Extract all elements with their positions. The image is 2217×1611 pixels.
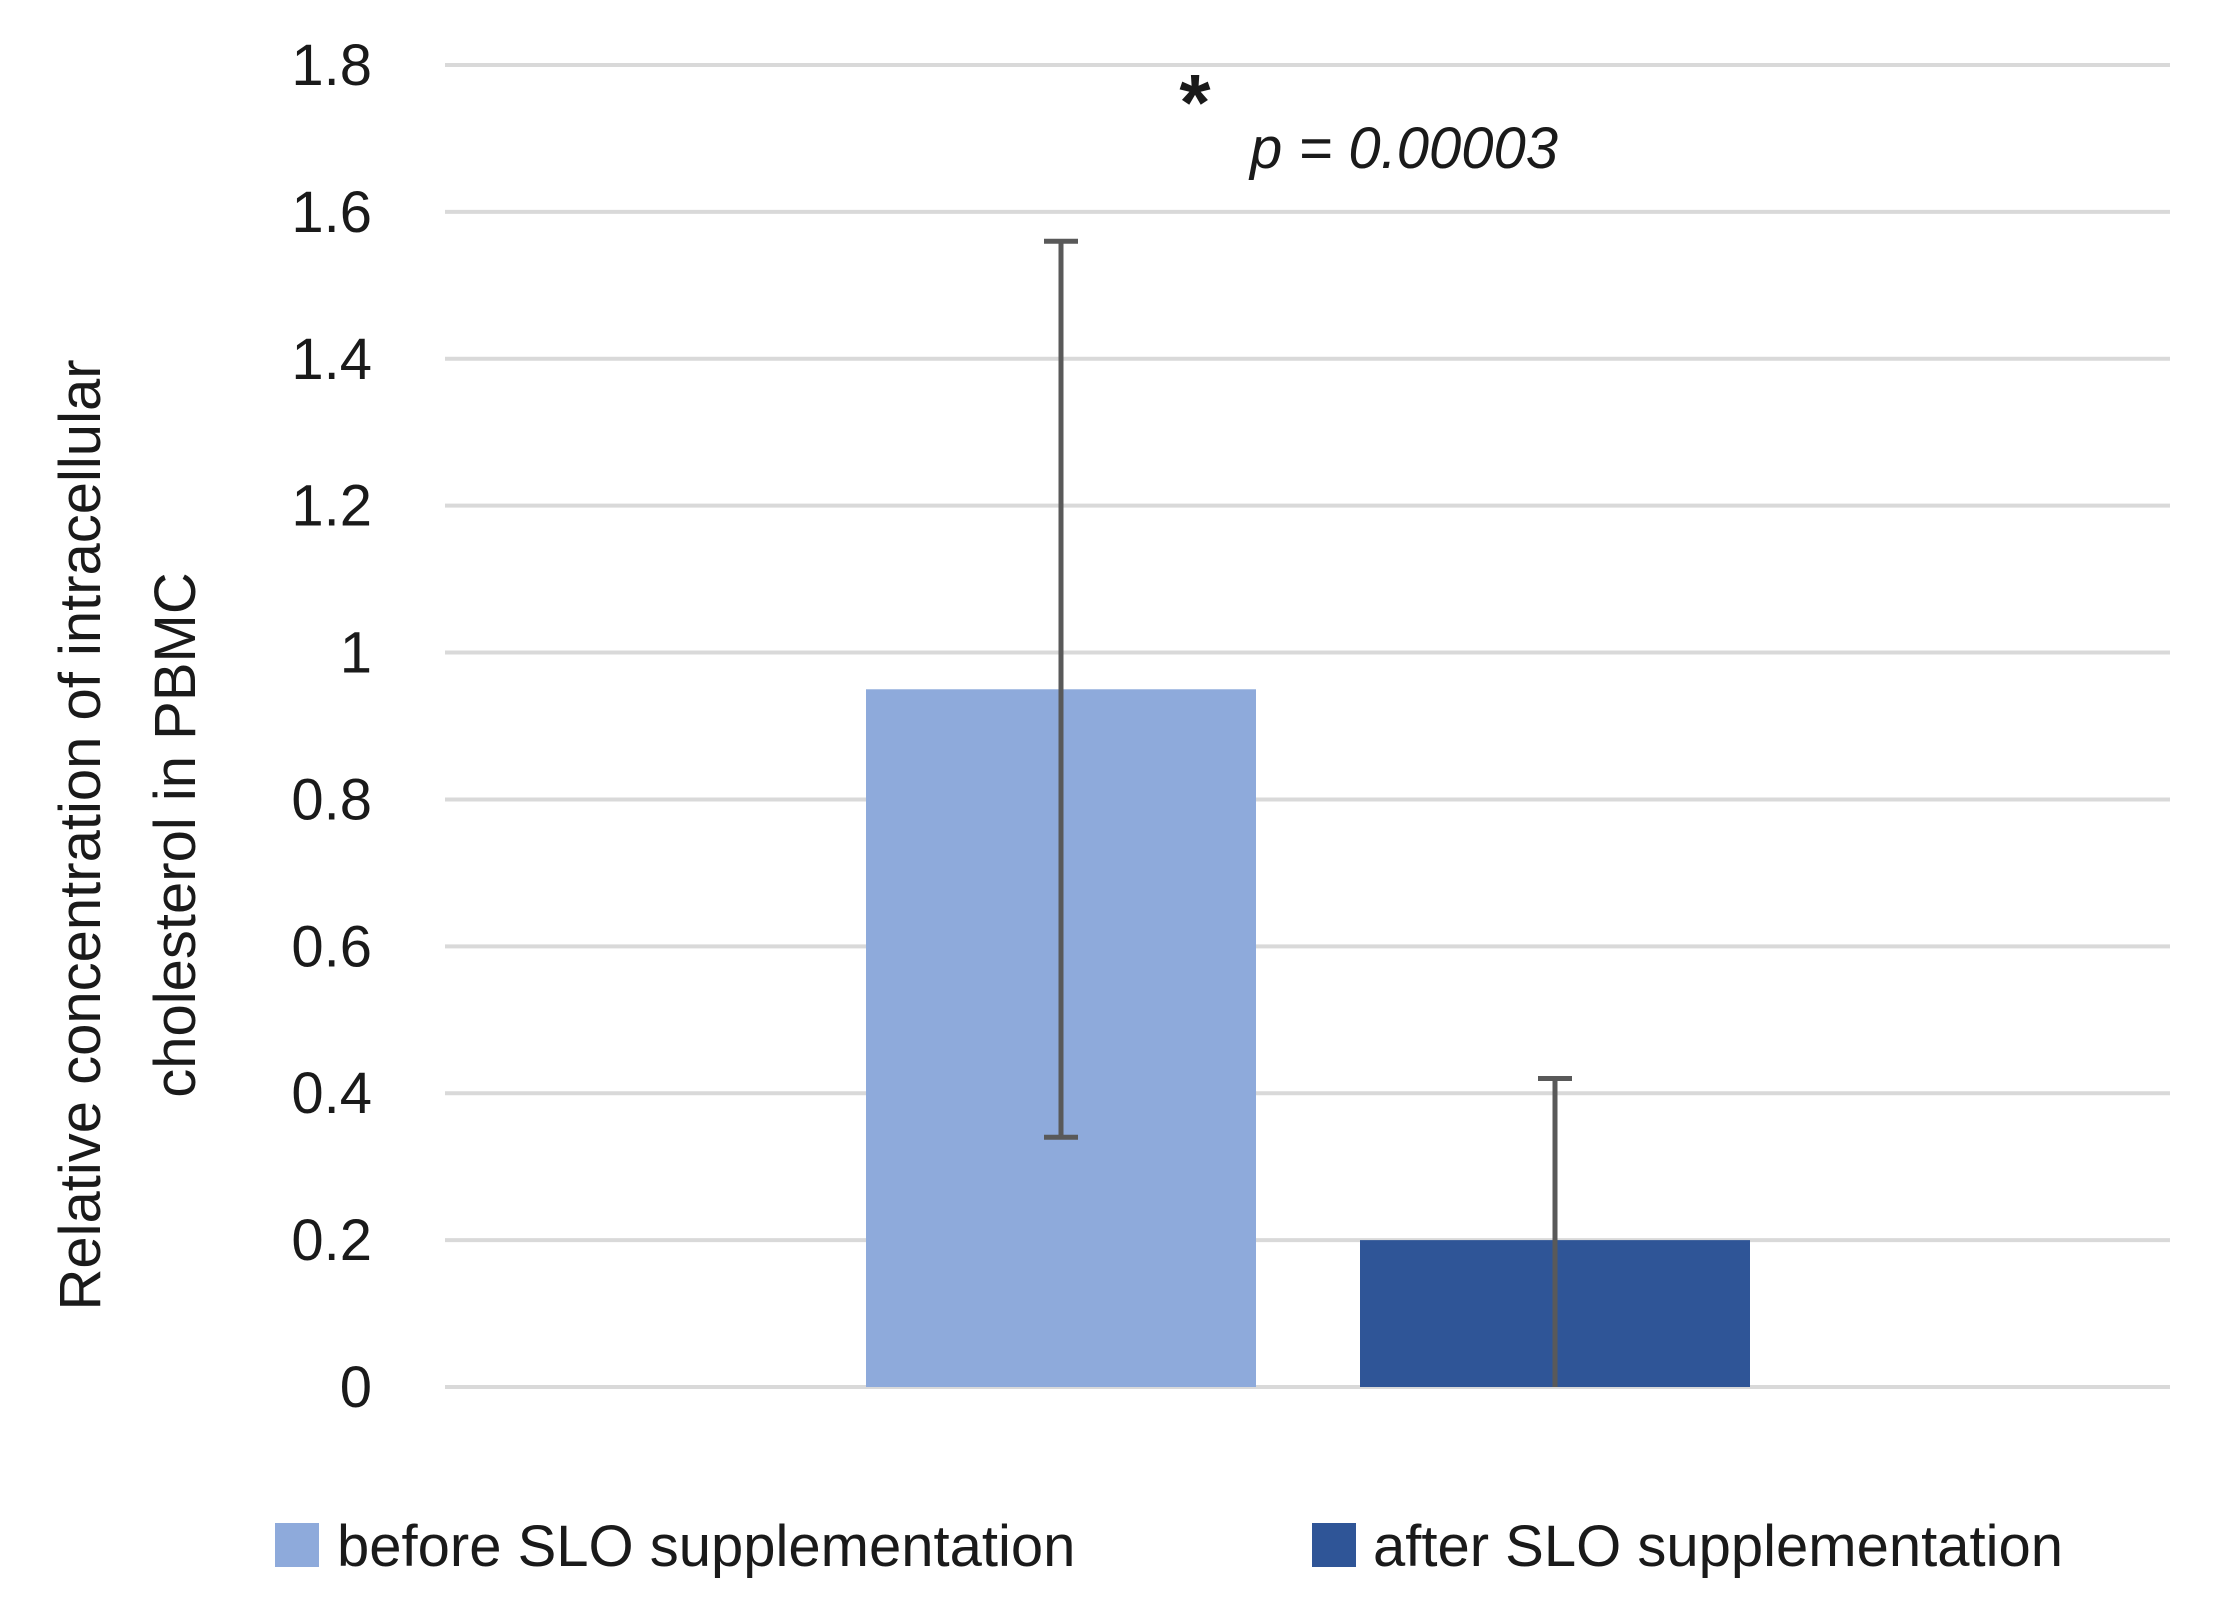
y-tick-label: 0.2: [291, 1208, 372, 1273]
legend-swatch-before: [275, 1523, 319, 1567]
p-value-label: p = 0.00003: [1248, 116, 1558, 181]
legend-swatch-after: [1312, 1523, 1356, 1567]
grid-lines: [445, 63, 2170, 1389]
y-tick-label: 0.6: [291, 914, 372, 979]
y-tick-label: 1.4: [291, 327, 372, 392]
significance-star: *: [1179, 58, 1211, 147]
y-tick-label: 0.4: [291, 1061, 372, 1126]
error-bar-before: [1044, 238, 1078, 1140]
y-axis-label: Relative concentration of intracellular …: [48, 359, 208, 1310]
error-bar-after: [1538, 1076, 1572, 1387]
y-tick-label: 1: [340, 621, 372, 686]
error-bars: [1044, 238, 1572, 1387]
y-axis-tick-labels: 0 0.2 0.4 0.6 0.8 1 1.2 1.4 1.6 1.8: [291, 33, 372, 1420]
y-axis-label-line-2: cholesterol in PBMC: [143, 572, 208, 1097]
y-axis-label-line-1: Relative concentration of intracellular: [48, 359, 113, 1310]
y-tick-label: 1.8: [291, 33, 372, 98]
bars: [866, 689, 1750, 1387]
legend-label-before: before SLO supplementation: [337, 1514, 1075, 1579]
y-tick-label: 0.8: [291, 767, 372, 832]
y-tick-label: 1.2: [291, 474, 372, 539]
y-tick-label: 0: [340, 1355, 372, 1420]
y-tick-label: 1.6: [291, 180, 372, 245]
legend-label-after: after SLO supplementation: [1373, 1514, 2063, 1579]
legend: before SLO supplementation after SLO sup…: [275, 1514, 2063, 1579]
